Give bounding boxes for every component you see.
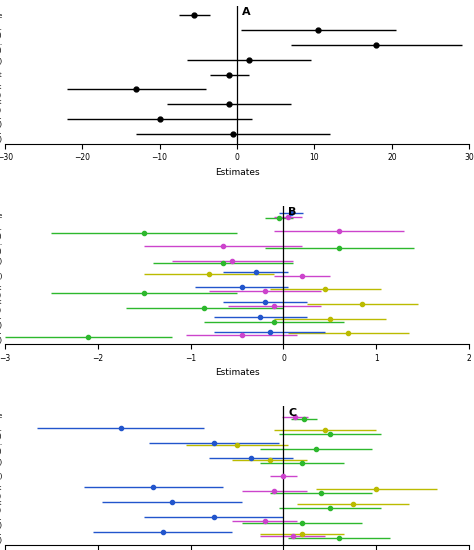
- Text: C: C: [288, 408, 296, 418]
- X-axis label: Estimates: Estimates: [215, 168, 259, 177]
- X-axis label: Estimates: Estimates: [215, 368, 259, 377]
- Text: B: B: [288, 207, 296, 217]
- Text: A: A: [242, 7, 250, 17]
